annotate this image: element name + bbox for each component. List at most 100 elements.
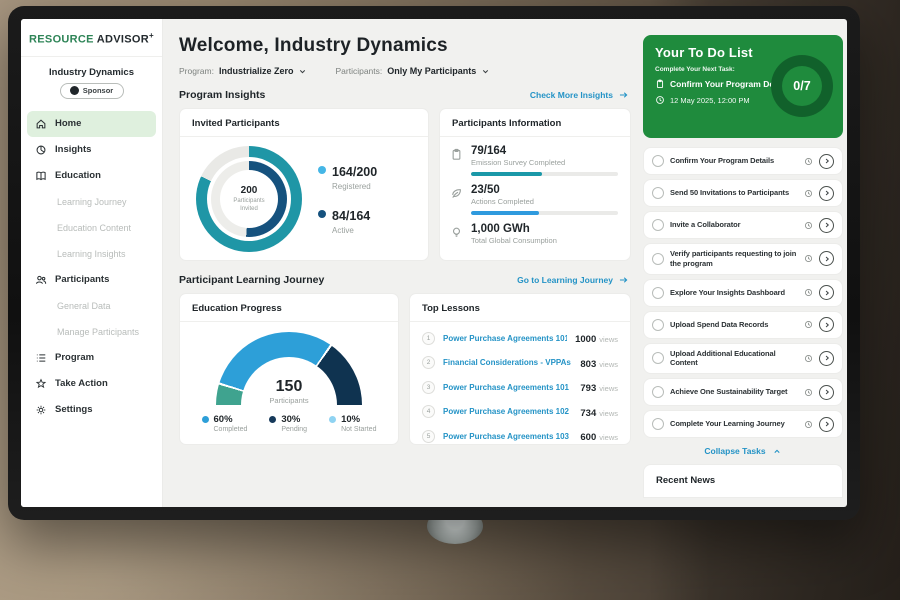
lesson-rank: 5 [422, 429, 435, 443]
sidebar-item-label: Manage Participants [57, 326, 140, 337]
task-clock-icon [804, 354, 813, 362]
sidebar-item-general-data[interactable]: General Data [27, 293, 156, 319]
sidebar-item-education-content[interactable]: Education Content [27, 215, 156, 241]
task-chevron-button[interactable] [819, 384, 834, 400]
chevron-down-icon [483, 69, 489, 73]
task-clock-icon [804, 189, 813, 197]
lesson-link[interactable]: Power Purchase Agreements 103 [443, 431, 569, 441]
actions-completed-row: 23/50 Actions Completed [450, 184, 618, 215]
sidebar-item-education[interactable]: Education [27, 163, 156, 189]
legend-label: Pending [281, 426, 308, 433]
task-checkbox[interactable] [652, 286, 664, 299]
task-checkbox[interactable] [652, 352, 664, 365]
home-icon [36, 119, 46, 129]
task-checkbox[interactable] [652, 219, 664, 231]
arrow-right-icon [619, 277, 628, 283]
logo-primary: RESOURCE [29, 33, 94, 46]
todo-task-item[interactable]: Invite a Collaborator [643, 211, 843, 239]
go-to-learning-journey-link[interactable]: Go to Learning Journey [517, 275, 629, 285]
invited-participants-donut: 200 Participants Invited [196, 146, 302, 252]
task-label: Upload Additional Educational Content [670, 348, 776, 368]
sidebar-item-insights[interactable]: Insights [27, 137, 156, 163]
sidebar-item-label: Learning Journey [57, 196, 127, 207]
task-chevron-button[interactable] [819, 217, 834, 233]
donut-legend: 164/200 Registered 84/164 Active [318, 163, 377, 235]
program-dropdown-label: Program: [179, 66, 214, 76]
chevron-right-icon [825, 190, 829, 196]
chevron-right-icon [825, 256, 829, 262]
todo-task-item[interactable]: Upload Spend Data Records [643, 310, 843, 339]
sidebar-item-participants[interactable]: Participants [27, 267, 156, 293]
todo-task-item[interactable]: Complete Your Learning Journey [643, 410, 843, 438]
task-clock-icon [804, 420, 813, 428]
task-checkbox[interactable] [652, 155, 664, 167]
todo-task-item[interactable]: Send 50 Invitations to Participants [643, 179, 843, 207]
lesson-link[interactable]: Financial Considerations - VPPAs [443, 358, 571, 367]
survey-clipboard-icon [450, 145, 464, 176]
lesson-row: 2 Financial Considerations - VPPAs 803 vi… [422, 354, 618, 372]
progress-fill [471, 172, 542, 176]
sidebar-item-take-action[interactable]: Take Action [27, 371, 156, 397]
task-checkbox[interactable] [652, 318, 664, 331]
todo-task-item[interactable]: Confirm Your Program Details [643, 147, 843, 175]
task-chevron-button[interactable] [819, 153, 834, 169]
program-insights-cards: Invited Participants 200 Participants In… [179, 108, 631, 261]
todo-next-task: Confirm Your Program Details [655, 79, 833, 89]
sidebar-item-learning-insights[interactable]: Learning Insights [27, 241, 156, 267]
check-more-insights-link[interactable]: Check More Insights [530, 90, 629, 100]
todo-task-item[interactable]: Explore Your Insights Dashboard [643, 278, 843, 307]
sidebar-item-manage-participants[interactable]: Manage Participants [27, 319, 156, 345]
task-checkbox[interactable] [652, 386, 664, 398]
sidebar-item-learning-journey[interactable]: Learning Journey [27, 189, 156, 215]
legend-value: 10% [341, 414, 361, 425]
task-chevron-button[interactable] [819, 350, 834, 366]
recent-news-card: Recent News [643, 464, 843, 498]
task-label: Send 50 Invitations to Participants [670, 188, 790, 198]
program-dropdown[interactable]: Program: Industrialize Zero [179, 66, 307, 76]
legend-label: Registered [332, 182, 371, 191]
task-label: Explore Your Insights Dashboard [670, 287, 785, 297]
task-checkbox[interactable] [652, 187, 664, 199]
lesson-views-word: views [599, 384, 618, 393]
todo-task-item[interactable]: Upload Additional Educational Content [643, 342, 843, 374]
task-chevron-button[interactable] [819, 251, 834, 267]
task-chevron-button[interactable] [819, 317, 834, 332]
participants-dropdown[interactable]: Participants: Only My Participants [335, 66, 490, 76]
task-clock-icon [804, 221, 813, 229]
program-insights-header: Program Insights Check More Insights [179, 89, 629, 101]
stat-label: Emission Survey Completed [471, 158, 566, 167]
todo-task-item[interactable]: Verify participants requesting to join t… [643, 243, 843, 275]
lesson-row: 4 Power Purchase Agreements 102 734 views [422, 403, 618, 421]
legend-value: 164/200 [332, 165, 378, 179]
lesson-row: 1 Power Purchase Agreements 101 1000 view… [422, 329, 618, 347]
org-name: Industry Dynamics [49, 66, 134, 78]
filters-row: Program: Industrialize Zero Participants… [179, 66, 631, 76]
recent-news-title: Recent News [656, 475, 716, 486]
monitor-bezel: RESOURCE ADVISOR+ Industry Dynamics Spon… [8, 6, 860, 520]
lesson-link[interactable]: Power Purchase Agreements 102 [443, 407, 569, 416]
sidebar-item-home[interactable]: Home [27, 110, 156, 137]
collapse-tasks-link[interactable]: Collapse Tasks [643, 446, 843, 456]
lesson-link[interactable]: Power Purchase Agreements 101 [443, 382, 569, 392]
sidebar-item-settings[interactable]: Settings [27, 397, 156, 423]
top-lessons-list: 1 Power Purchase Agreements 101 1000 view… [410, 322, 630, 444]
task-chevron-button[interactable] [819, 185, 834, 201]
lesson-rank: 3 [422, 380, 435, 394]
task-checkbox[interactable] [652, 252, 664, 265]
stat-value: 23/50 [471, 184, 500, 196]
task-clock-icon [804, 157, 813, 165]
link-label: Check More Insights [529, 90, 613, 100]
todo-task-list: Confirm Your Program Details Send 50 Inv… [643, 147, 843, 438]
task-chevron-button[interactable] [819, 285, 834, 300]
stat-label: Total Global Consumption [471, 236, 557, 245]
sponsor-badge[interactable]: Sponsor [59, 82, 124, 99]
collapse-tasks-label: Collapse Tasks [704, 446, 766, 456]
take-action-icon [35, 378, 47, 388]
sidebar-item-program[interactable]: Program [27, 345, 156, 371]
task-checkbox[interactable] [652, 418, 664, 430]
program-dropdown-value: Industrialize Zero [218, 66, 294, 76]
task-label: Invite a Collaborator [670, 220, 741, 230]
todo-task-item[interactable]: Achieve One Sustainability Target [643, 378, 843, 406]
lesson-link[interactable]: Power Purchase Agreements 101 [443, 333, 568, 343]
task-chevron-button[interactable] [819, 416, 834, 432]
